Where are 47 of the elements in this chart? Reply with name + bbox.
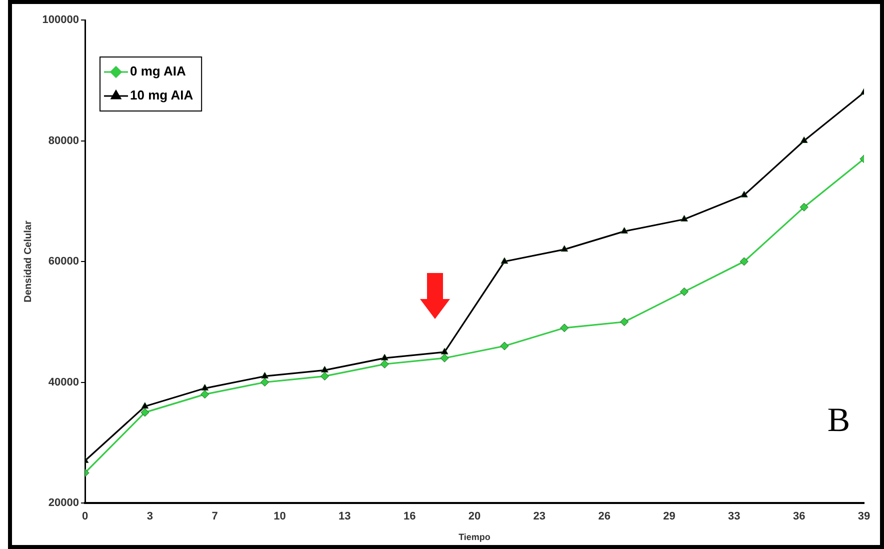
annotation: B	[827, 402, 850, 439]
point	[680, 287, 688, 296]
point	[380, 354, 388, 360]
point	[320, 372, 329, 380]
x-tick-label: 36	[792, 510, 806, 523]
point	[740, 190, 748, 198]
x-tick-label: 39	[858, 510, 870, 523]
point	[680, 214, 688, 222]
y-tick-label: 40000	[48, 376, 79, 388]
point	[620, 227, 628, 234]
y-tick-label: 20000	[48, 497, 79, 510]
y-axis-title: Densidad Celular	[22, 220, 34, 302]
y-tick-label: 100000	[42, 14, 79, 26]
point	[200, 390, 210, 399]
x-tick-label: 3	[146, 510, 153, 523]
legend-label: 10 mg AIA	[130, 88, 194, 103]
x-axis-title: Tiempo	[458, 532, 491, 542]
point	[800, 202, 808, 212]
x-tick-label: 10	[274, 510, 286, 523]
point	[320, 366, 328, 372]
point	[260, 378, 270, 386]
point	[140, 408, 150, 417]
x-tick-label: 0	[82, 510, 88, 523]
point	[500, 257, 508, 264]
x-tick-label: 23	[533, 510, 546, 523]
y-tick-label: 60000	[48, 256, 79, 268]
point	[740, 257, 748, 266]
x-tick-label: 26	[598, 510, 610, 523]
point	[800, 136, 808, 143]
x-tick-label: 7	[212, 510, 218, 523]
x-tick-label: 16	[403, 510, 416, 523]
point	[261, 372, 268, 378]
x-tick-label: 13	[338, 510, 351, 523]
point	[440, 348, 448, 354]
point	[380, 360, 389, 368]
point	[201, 384, 209, 391]
legend-label: 0 mg AIA	[130, 64, 186, 79]
x-tick-label: 29	[663, 510, 676, 523]
point	[620, 318, 629, 326]
point	[560, 324, 569, 332]
point	[141, 402, 149, 409]
y-tick-label: 80000	[48, 134, 79, 147]
x-tick-label: 20	[468, 510, 481, 523]
point	[440, 354, 449, 362]
x-tick-label: 33	[728, 510, 740, 523]
point	[500, 342, 509, 350]
point	[560, 245, 568, 252]
